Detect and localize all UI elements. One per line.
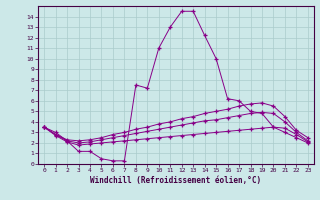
X-axis label: Windchill (Refroidissement éolien,°C): Windchill (Refroidissement éolien,°C): [91, 176, 261, 185]
